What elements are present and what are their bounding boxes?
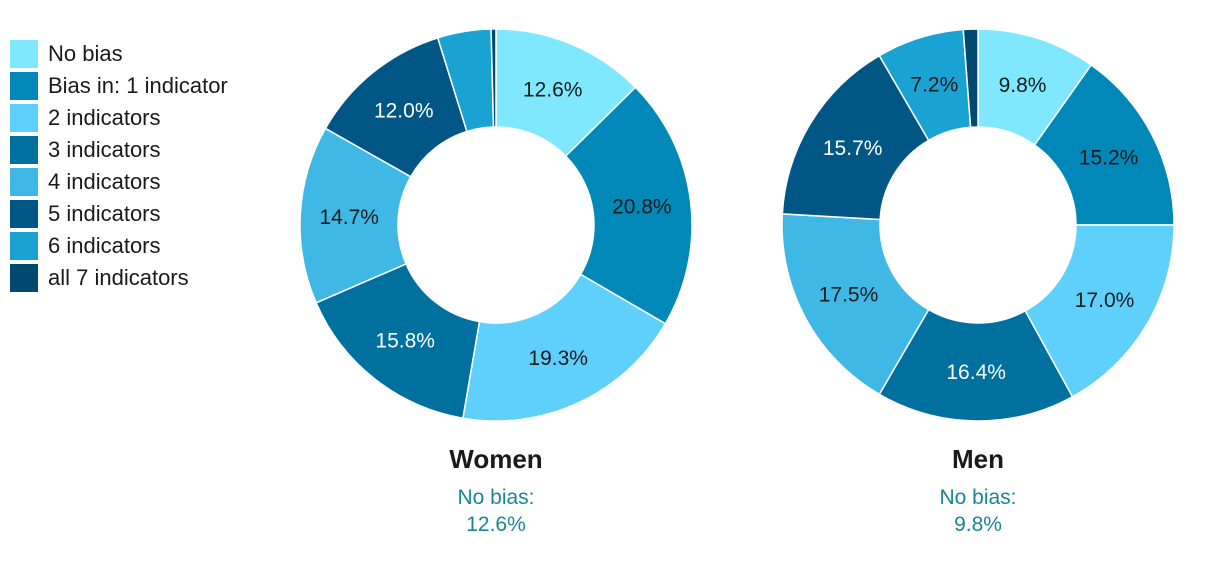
legend: No bias Bias in: 1 indicator 2 indicator… <box>10 38 228 294</box>
legend-item-2-indicators: 2 indicators <box>10 102 228 134</box>
slice-2[interactable] <box>1033 63 1175 226</box>
slice-3[interactable] <box>462 273 667 422</box>
donut-women: 12.6% 20.8% 19.3% 15.8% 14.7% 12.0% Women No bi… <box>299 28 693 536</box>
legend-swatch <box>10 40 38 68</box>
slice-8[interactable] <box>962 28 979 129</box>
legend-label: all 7 indicators <box>48 265 189 290</box>
slice-8[interactable] <box>490 28 497 128</box>
legend-swatch <box>10 136 38 164</box>
legend-label: 6 indicators <box>48 233 161 258</box>
legend-item-4-indicators: 4 indicators <box>10 166 228 198</box>
slice-5[interactable] <box>299 127 412 304</box>
slice-4[interactable] <box>878 308 1074 422</box>
legend-item-3-indicators: 3 indicators <box>10 134 228 166</box>
legend-swatch <box>10 168 38 196</box>
slice-label: 9.8% <box>999 74 1047 97</box>
slice-6[interactable] <box>781 54 930 221</box>
legend-item-all-7-indicators: all 7 indicators <box>10 262 228 294</box>
legend-label: No bias <box>48 41 123 66</box>
legend-item-6-indicators: 6 indicators <box>10 230 228 262</box>
slice-label: 12.0% <box>374 100 434 123</box>
donut-men: 9.8% 15.2% 17.0% 16.4% 17.5% 15.7% 7.2% Men No b… <box>781 28 1175 536</box>
slice-label: 7.2% <box>910 74 958 97</box>
legend-swatch <box>10 232 38 260</box>
legend-swatch <box>10 264 38 292</box>
legend-label: 5 indicators <box>48 201 161 226</box>
slice-4[interactable] <box>315 262 481 420</box>
slice-label: 15.7% <box>823 137 883 160</box>
subtitle-value: 12.6% <box>466 513 526 536</box>
slice-label: 12.6% <box>523 78 583 101</box>
legend-label: 2 indicators <box>48 105 161 130</box>
slice-label: 14.7% <box>319 206 379 229</box>
subtitle-value: 9.8% <box>954 513 1002 536</box>
slice-3[interactable] <box>1024 224 1175 398</box>
slice-label: 17.5% <box>819 284 879 307</box>
legend-label: 3 indicators <box>48 137 161 162</box>
slice-2[interactable] <box>564 86 693 325</box>
legend-item-5-indicators: 5 indicators <box>10 198 228 230</box>
legend-swatch <box>10 200 38 228</box>
slice-label: 15.8% <box>375 330 435 353</box>
legend-label: Bias in: 1 indicator <box>48 73 228 98</box>
chart-title: Men <box>952 444 1004 474</box>
legend-swatch <box>10 72 38 100</box>
slice-label: 15.2% <box>1079 146 1139 169</box>
legend-label: 4 indicators <box>48 169 161 194</box>
legend-item-no-bias: No bias <box>10 38 228 70</box>
legend-item-1-indicator: Bias in: 1 indicator <box>10 70 228 102</box>
slice-5[interactable] <box>781 213 930 396</box>
slice-label: 20.8% <box>612 196 672 219</box>
slice-label: 16.4% <box>946 361 1006 384</box>
chart-title: Women <box>449 444 542 474</box>
slice-label: 19.3% <box>528 347 588 370</box>
legend-swatch <box>10 104 38 132</box>
subtitle-label: No bias: <box>457 486 534 509</box>
slice-label: 17.0% <box>1075 289 1135 312</box>
subtitle-label: No bias: <box>939 486 1016 509</box>
